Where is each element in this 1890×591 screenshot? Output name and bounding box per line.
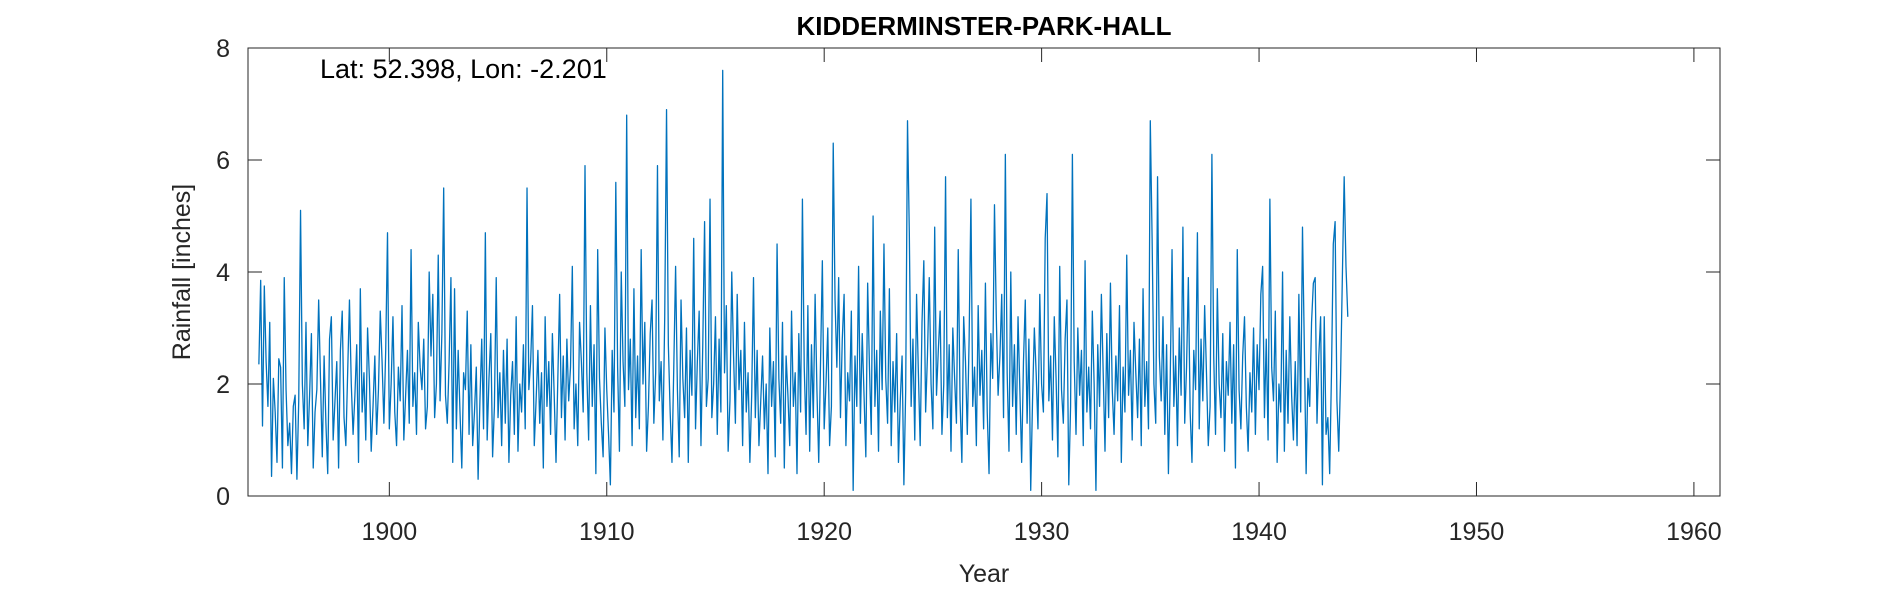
chart-title: KIDDERMINSTER-PARK-HALL [796,11,1171,41]
rainfall-series-line [258,69,1349,492]
y-tick-label: 8 [216,35,230,63]
x-tick-label: 1930 [1014,518,1070,546]
x-tick-label: 1950 [1449,518,1505,546]
x-tick-label: 1960 [1666,518,1722,546]
x-tick-label: 1910 [579,518,635,546]
axes-layer: 1900 1910 1920 1930 1940 1950 1960 0 2 4 6 8 [216,35,1722,546]
y-tick-label: 2 [216,371,230,399]
y-tick-label: 0 [216,483,230,511]
y-tick-label: 4 [216,259,230,287]
series-layer [258,69,1349,492]
y-tick-label: 6 [216,147,230,175]
y-axis-label: Rainfall [inches] [168,184,196,360]
x-tick-label: 1920 [796,518,852,546]
x-tick-label: 1940 [1231,518,1287,546]
location-annotation: Lat: 52.398, Lon: -2.201 [320,54,607,84]
x-tick-label: 1900 [362,518,418,546]
x-axis-label: Year [959,560,1010,588]
